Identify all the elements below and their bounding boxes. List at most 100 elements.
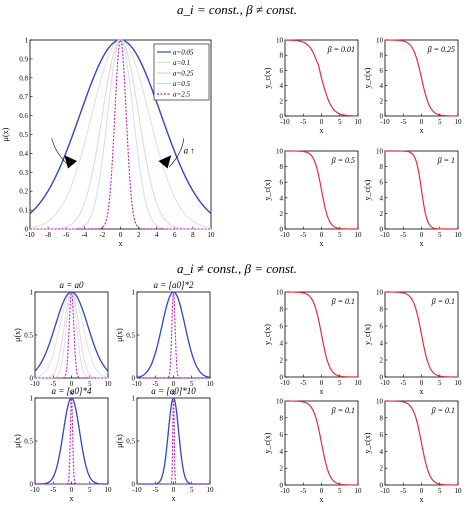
series-line xyxy=(136,291,211,379)
y-tick-label: 8 xyxy=(380,52,384,60)
x-tick-label: 5 xyxy=(190,380,194,388)
x-tick-label: -5 xyxy=(300,118,306,126)
y-tick-label: 0.5 xyxy=(19,131,28,139)
y-tick-label: 0 xyxy=(380,373,384,381)
panel-title: β = 0.25 xyxy=(427,45,455,54)
panel-title: β = 0.1 xyxy=(331,297,355,306)
x-axis-label: x xyxy=(320,126,324,135)
x-axis-label: x xyxy=(420,495,424,504)
y-tick-label: 0.4 xyxy=(19,150,28,158)
x-tick-label: 0 xyxy=(70,380,74,388)
series-line xyxy=(35,397,108,485)
y-tick-label: 0.5 xyxy=(126,437,135,445)
x-tick-label: 10 xyxy=(355,118,363,126)
y-tick-label: 4 xyxy=(380,448,384,456)
x-axis-label: x xyxy=(320,239,324,248)
x-tick-label: -5 xyxy=(300,231,306,239)
series-line xyxy=(30,38,211,230)
y-tick-label: 10 xyxy=(276,36,284,44)
x-tick-label: 0 xyxy=(420,379,424,387)
x-tick-label: -5 xyxy=(152,380,158,388)
panel-title: a = [a0]*4 xyxy=(51,386,92,396)
y-tick-label: 0 xyxy=(132,480,136,488)
x-tick-label: -2 xyxy=(99,231,105,239)
x-tick-label: -5 xyxy=(400,231,406,239)
x-axis-label: x xyxy=(70,388,74,397)
chart-s1: -10 -5 0 5 10 0 2 4 6 8 10 x y_c(x) β = 0.01 xyxy=(263,36,362,135)
panel-title: β = 1 xyxy=(437,156,455,165)
series-line xyxy=(35,397,108,485)
series-line xyxy=(285,39,358,117)
x-tick-label: -10 xyxy=(380,487,390,495)
series-line xyxy=(385,150,458,230)
x-tick-label: -5 xyxy=(300,487,306,495)
y-tick-label: 2 xyxy=(280,356,284,364)
x-tick-label: 5 xyxy=(438,379,442,387)
legend-entry: a=0.1 xyxy=(173,59,190,67)
x-tick-label: 10 xyxy=(455,487,463,495)
y-axis-label: y_c(x) xyxy=(263,67,272,88)
x-tick-label: 10 xyxy=(355,379,363,387)
series-line xyxy=(385,39,458,117)
y-tick-label: 0 xyxy=(132,374,136,382)
x-tick-label: -10 xyxy=(280,379,290,387)
y-tick-label: 6 xyxy=(380,179,384,187)
plot-frame xyxy=(34,397,109,485)
y-tick-label: 0.6 xyxy=(19,112,28,120)
y-tick-label: 6 xyxy=(280,431,284,439)
y-tick-label: 6 xyxy=(280,67,284,75)
x-tick-label: -10 xyxy=(30,380,40,388)
legend-entry: a=0.25 xyxy=(173,70,194,78)
y-tick-label: 0.5 xyxy=(126,331,135,339)
x-tick-label: 0 xyxy=(420,118,424,126)
panel-title: β = 0.5 xyxy=(331,156,355,165)
x-tick-label: 5 xyxy=(438,118,442,126)
x-axis-label: x xyxy=(70,494,74,503)
x-axis-label: x xyxy=(172,494,176,503)
x-tick-label: -5 xyxy=(300,379,306,387)
y-tick-label: 0.3 xyxy=(19,169,28,177)
x-tick-label: 0 xyxy=(320,118,324,126)
y-tick-label: 0 xyxy=(280,481,284,489)
arrow-curve-right xyxy=(169,138,185,167)
annotation-a-up: a ↑ xyxy=(184,145,195,155)
y-axis-label: y_c(x) xyxy=(263,324,272,345)
series-line xyxy=(34,291,109,378)
y-tick-label: 4 xyxy=(280,194,284,202)
x-tick-label: 0 xyxy=(320,231,324,239)
x-tick-label: 0 xyxy=(320,487,324,495)
x-tick-label: 5 xyxy=(88,486,92,494)
y-tick-label: 0.9 xyxy=(19,55,28,63)
series-line xyxy=(137,291,210,379)
x-tick-label: -5 xyxy=(400,487,406,495)
y-tick-label: 0.8 xyxy=(19,74,28,82)
y-axis-label: μ(x) xyxy=(13,434,22,448)
x-tick-label: 2 xyxy=(137,231,141,239)
arrow-head-right xyxy=(158,155,172,169)
y-tick-label: 4 xyxy=(380,194,384,202)
x-tick-label: -5 xyxy=(400,118,406,126)
legend: a=0.05 a=0.1 a=0.25 a=0.5 a=2.5 xyxy=(153,43,210,101)
x-tick-label: 5 xyxy=(190,486,194,494)
y-tick-label: 4 xyxy=(280,448,284,456)
y-tick-label: 2 xyxy=(280,97,284,105)
series-line xyxy=(285,150,358,230)
x-tick-label: 8 xyxy=(191,231,195,239)
series-line xyxy=(285,400,358,486)
y-tick-label: 10 xyxy=(376,288,384,296)
x-tick-label: -6 xyxy=(63,231,69,239)
y-axis-label: y_c(x) xyxy=(363,324,372,345)
y-axis-label: y_c(x) xyxy=(263,179,272,200)
chart-g2: -10 -5 0 5 10 0 0.5 1 x μ(x) a = [a0]*2 xyxy=(115,280,214,397)
y-tick-label: 4 xyxy=(380,82,384,90)
series-line xyxy=(285,291,358,378)
y-tick-label: 6 xyxy=(280,322,284,330)
x-tick-label: 10 xyxy=(208,231,216,239)
x-tick-label: -10 xyxy=(25,231,35,239)
y-tick-label: 8 xyxy=(280,52,284,60)
chart-s3: -10 -5 0 5 10 0 2 4 6 8 10 x y_c(x) β = 0.5 xyxy=(263,147,362,248)
y-axis-label: y_c(x) xyxy=(363,179,372,200)
series-line xyxy=(137,397,210,485)
plot-frame xyxy=(136,291,211,379)
chart-t4: -10 -5 0 5 10 0 2 4 6 8 10 x y_c(x) β = 0.1 xyxy=(363,397,462,504)
